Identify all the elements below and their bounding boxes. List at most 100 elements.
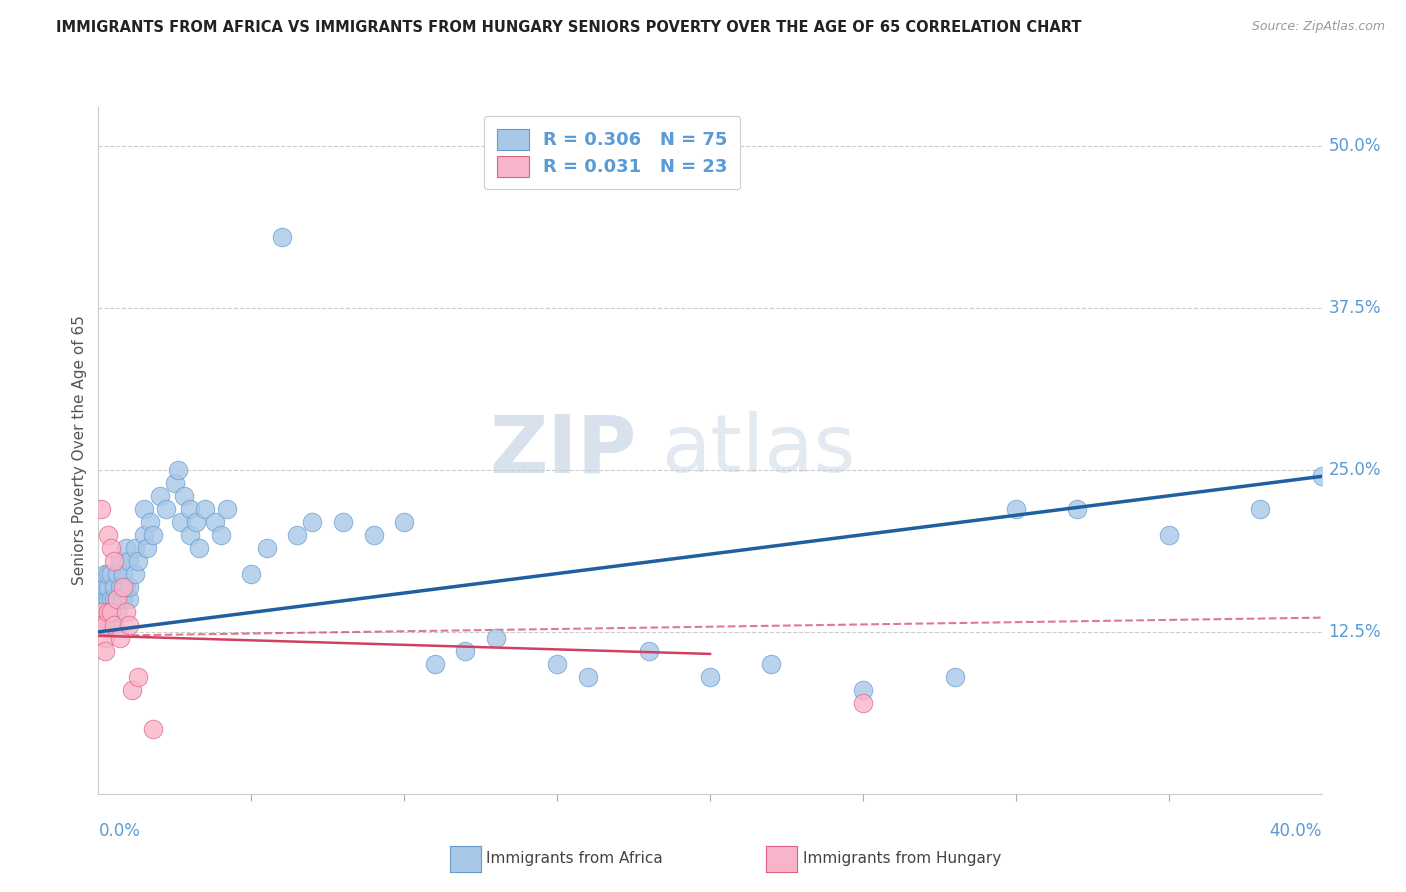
Text: IMMIGRANTS FROM AFRICA VS IMMIGRANTS FROM HUNGARY SENIORS POVERTY OVER THE AGE O: IMMIGRANTS FROM AFRICA VS IMMIGRANTS FRO… [56,20,1081,35]
Point [105,592,128,607]
Point [105,566,128,581]
Point [149,800,172,814]
Point [100,592,122,607]
Point [454,644,477,658]
Point [134,527,156,541]
Point [423,657,446,672]
Text: Immigrants from Hungary: Immigrants from Hungary [803,851,1001,865]
Point [118,592,141,607]
Point [103,618,125,632]
Point [155,501,177,516]
Text: 50.0%: 50.0% [1329,136,1381,155]
Point [1310,469,1333,483]
Point [100,606,122,620]
Point [301,515,323,529]
Point [163,475,186,490]
Point [149,489,172,503]
Text: 25.0%: 25.0% [1329,461,1381,479]
Point [97,592,120,607]
Point [118,618,141,632]
Point [111,566,134,581]
Point [1004,501,1026,516]
Point [240,566,263,581]
Point [142,722,165,736]
Point [105,606,128,620]
Point [118,580,141,594]
Point [108,553,131,567]
Point [93,632,115,646]
Text: 0.0%: 0.0% [98,822,141,839]
Point [90,606,112,620]
Point [1249,501,1271,516]
Point [1157,527,1180,541]
Point [100,606,122,620]
Text: 37.5%: 37.5% [1329,299,1381,317]
Point [121,683,143,698]
Point [93,592,115,607]
Point [699,670,721,684]
Point [134,813,156,827]
Point [97,527,120,541]
Point [637,644,661,658]
Point [103,553,125,567]
Legend: R = 0.306   N = 75, R = 0.031   N = 23: R = 0.306 N = 75, R = 0.031 N = 23 [484,116,741,189]
Point [90,618,112,632]
Text: 40.0%: 40.0% [1270,822,1322,839]
Point [100,541,122,555]
Point [105,592,128,607]
Point [115,541,138,555]
Point [97,606,120,620]
Text: ZIP: ZIP [489,411,637,490]
Point [118,553,141,567]
Point [576,670,599,684]
Point [93,644,115,658]
Text: 12.5%: 12.5% [1329,623,1381,640]
Point [173,489,195,503]
Point [167,463,190,477]
Point [139,515,162,529]
Point [1066,501,1088,516]
Point [108,632,131,646]
Point [93,566,115,581]
Text: Source: ZipAtlas.com: Source: ZipAtlas.com [1251,20,1385,33]
Point [204,515,226,529]
Point [127,670,149,684]
Point [127,553,149,567]
Point [256,541,278,555]
Point [142,527,165,541]
Point [111,592,134,607]
Point [103,618,125,632]
Point [100,566,122,581]
Point [103,580,125,594]
Point [93,618,115,632]
Point [363,527,385,541]
Point [209,527,232,541]
Point [186,515,208,529]
Text: Immigrants from Africa: Immigrants from Africa [486,851,664,865]
Point [136,541,159,555]
Point [943,670,966,684]
Point [97,566,120,581]
Point [170,515,193,529]
Point [115,580,138,594]
Point [285,527,308,541]
Point [93,580,115,594]
Point [90,580,112,594]
Text: atlas: atlas [661,411,855,490]
Point [115,606,138,620]
Point [111,580,134,594]
Point [108,580,131,594]
Point [103,592,125,607]
Point [124,566,146,581]
Point [270,229,292,244]
Point [90,501,112,516]
Y-axis label: Seniors Poverty Over the Age of 65: Seniors Poverty Over the Age of 65 [72,316,87,585]
Point [332,515,354,529]
Point [90,592,112,607]
Point [134,501,156,516]
Point [852,696,875,710]
Point [852,683,875,698]
Point [97,580,120,594]
Point [124,541,146,555]
Point [194,501,217,516]
